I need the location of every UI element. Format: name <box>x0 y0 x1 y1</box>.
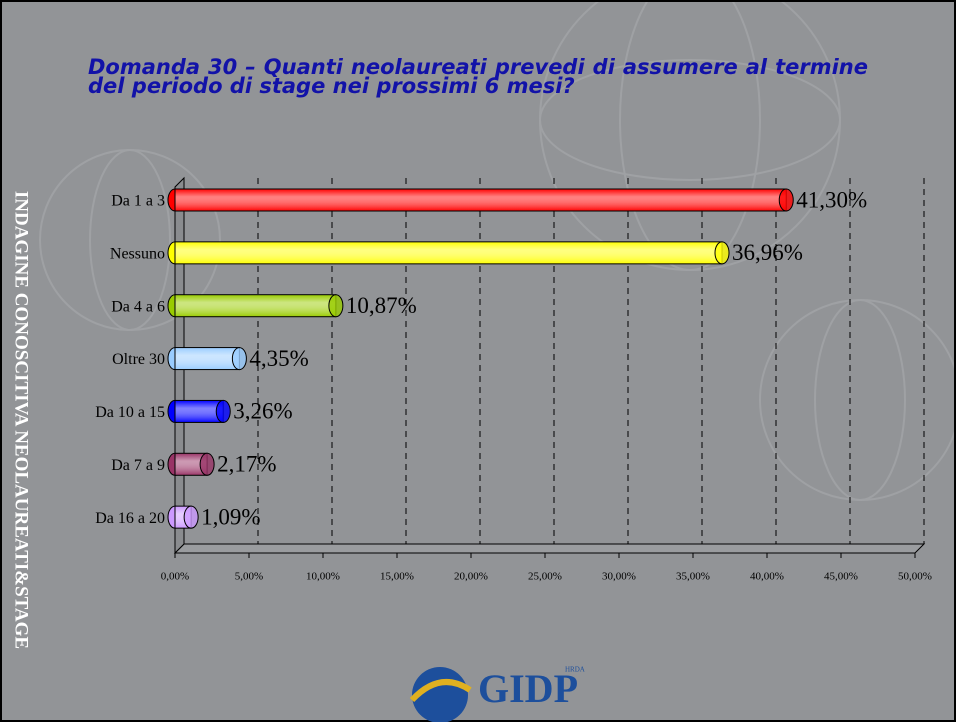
bar-cap-end <box>215 399 231 423</box>
x-tick-label: 50,00% <box>898 571 932 583</box>
y-tick-label: Oltre 30 <box>112 351 165 368</box>
value-label: 10,87% <box>346 293 417 318</box>
bar <box>174 188 787 212</box>
value-label: 2,17% <box>217 452 276 477</box>
chart-title: Domanda 30 – Quanti neolaureati prevedi … <box>88 58 868 98</box>
x-tick-label: 40,00% <box>750 571 784 583</box>
y-tick-label: Da 1 a 3 <box>111 193 165 210</box>
bar-cap-end <box>183 505 199 529</box>
value-label: 1,09% <box>201 504 260 529</box>
x-tick-label: 35,00% <box>676 571 710 583</box>
logo-tag: HRDA <box>565 666 585 674</box>
value-label: 36,96% <box>732 240 803 265</box>
bar-cap-end <box>778 188 794 212</box>
bar-cap-end <box>199 452 215 476</box>
bar <box>174 347 240 371</box>
plot: 0,00% 5,00% 10,00% 15,00% 20,00% 25,00% 30,00%… <box>95 176 932 583</box>
value-label: 3,26% <box>233 399 292 424</box>
y-tick-label: Da 7 a 9 <box>111 457 165 474</box>
logo-swoosh <box>409 679 472 703</box>
bar-cap-end <box>231 347 247 371</box>
x-tick-label: 45,00% <box>824 571 858 583</box>
side-text: INDAGINE CONOSCITIVA NEOLAUREATI&STAGE <box>11 191 32 649</box>
x-tick-label: 15,00% <box>380 571 414 583</box>
x-tick-label: 5,00% <box>235 571 263 583</box>
y-tick-label: Da 4 a 6 <box>111 298 165 315</box>
logo-name: GIDP <box>478 666 578 711</box>
value-label: 4,35% <box>249 346 308 371</box>
x-tick-label: 20,00% <box>454 571 488 583</box>
x-tick-label: 0,00% <box>161 571 189 583</box>
bar-cap-end <box>714 241 730 265</box>
x-tick-label: 10,00% <box>306 571 340 583</box>
bar <box>174 241 723 265</box>
globe-decoration <box>39 0 956 501</box>
logo: GIDP HRDA <box>409 666 585 722</box>
value-label: 41,30% <box>796 187 867 212</box>
x-tick-label: 30,00% <box>602 571 636 583</box>
title-box: Domanda 30 – Quanti neolaureati prevedi … <box>88 58 868 98</box>
plot-floor <box>173 543 926 554</box>
y-tick-label: Da 16 a 20 <box>95 510 165 527</box>
bar-cap-end <box>328 294 344 318</box>
y-tick-label: Da 10 a 15 <box>95 404 165 421</box>
bar <box>174 294 337 318</box>
x-tick-label: 25,00% <box>528 571 562 583</box>
y-tick-label: Nessuno <box>110 246 165 263</box>
